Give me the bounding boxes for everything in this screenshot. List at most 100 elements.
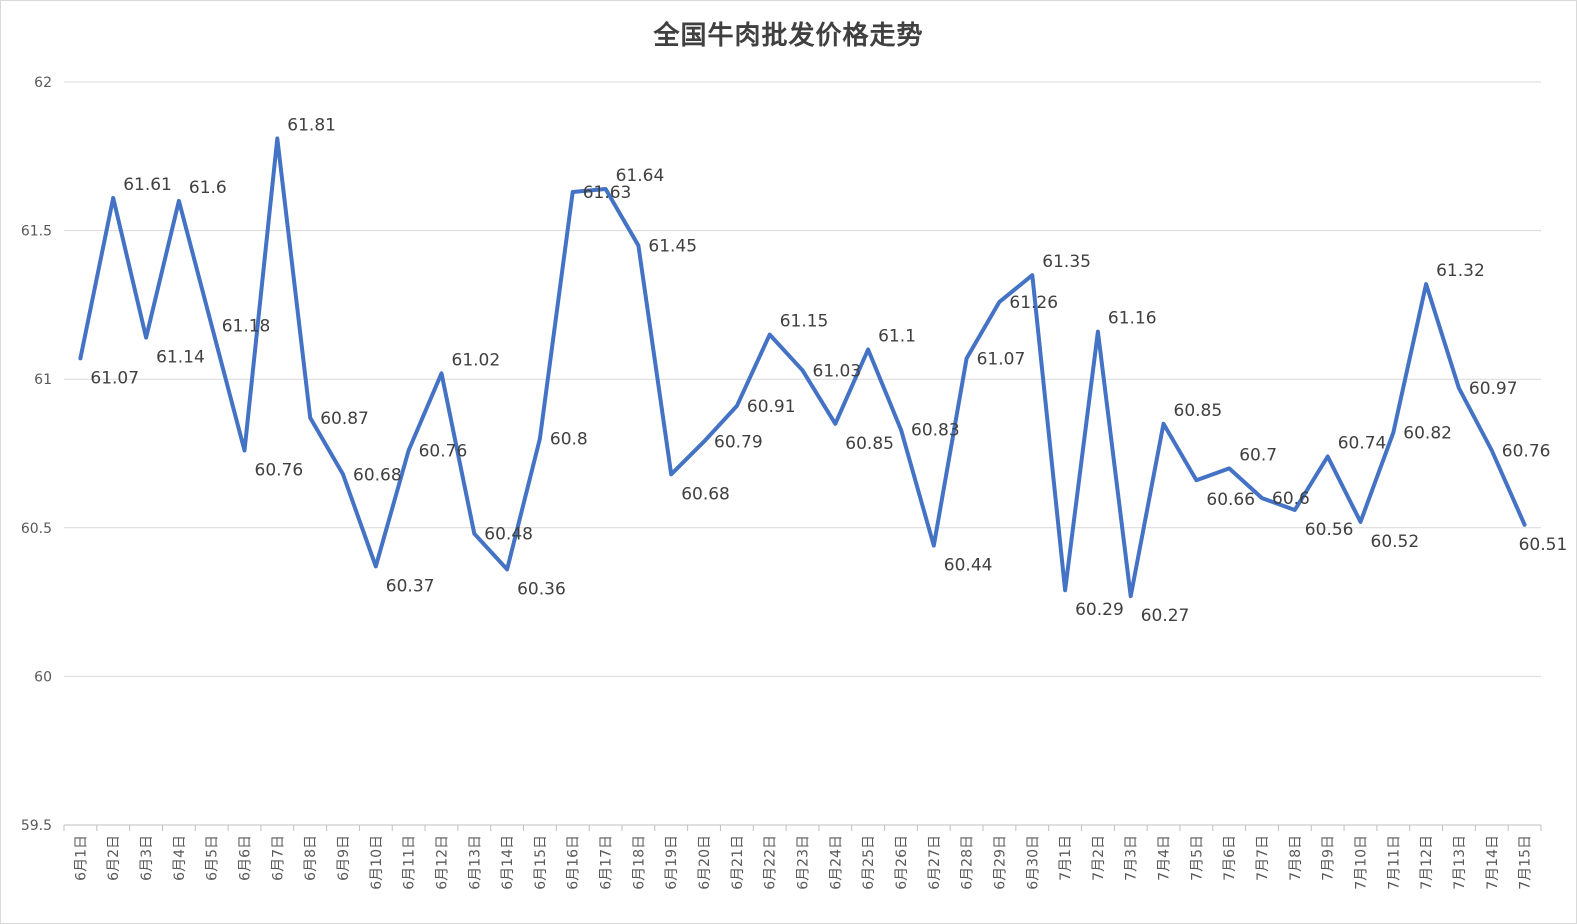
y-tick-label: 60.5	[21, 521, 52, 537]
x-tick-label: 7月2日	[1091, 835, 1107, 881]
data-label: 61.63	[583, 183, 632, 203]
x-tick-label: 7月5日	[1189, 835, 1205, 881]
x-tick-label: 6月14日	[500, 835, 516, 890]
data-label: 60.82	[1403, 424, 1452, 444]
x-tick-label: 6月8日	[303, 835, 319, 881]
data-label: 61.26	[1009, 293, 1058, 313]
data-label: 60.48	[484, 525, 533, 545]
x-tick-label: 6月7日	[270, 835, 286, 881]
x-tick-label: 6月12日	[434, 835, 450, 890]
data-label: 61.03	[813, 361, 862, 381]
data-label: 61.02	[452, 350, 501, 370]
data-label: 60.76	[255, 461, 304, 481]
data-label: 61.32	[1436, 261, 1485, 281]
y-tick-label: 61	[34, 372, 52, 388]
data-label: 61.61	[123, 175, 172, 195]
x-tick-label: 6月15日	[533, 835, 549, 890]
data-label: 61.6	[189, 178, 227, 198]
data-label: 61.18	[222, 317, 271, 337]
x-tick-label: 6月4日	[172, 835, 188, 881]
data-label: 60.52	[1371, 532, 1420, 552]
data-label: 60.79	[714, 433, 763, 453]
x-tick-label: 6月6日	[238, 835, 254, 881]
x-tick-label: 6月17日	[599, 835, 615, 890]
x-tick-label: 7月7日	[1255, 835, 1271, 881]
data-label: 61.45	[648, 237, 697, 257]
data-label: 60.74	[1338, 434, 1387, 454]
data-label: 60.7	[1239, 445, 1277, 465]
data-label: 60.51	[1519, 535, 1568, 555]
data-label: 60.8	[550, 430, 588, 450]
x-tick-label: 7月4日	[1157, 835, 1173, 881]
data-label: 60.87	[320, 409, 369, 429]
x-tick-label: 7月14日	[1485, 835, 1501, 890]
data-label: 60.76	[1502, 442, 1551, 462]
data-label: 61.07	[90, 368, 139, 388]
data-label: 61.14	[156, 348, 205, 368]
data-label: 60.68	[353, 465, 402, 485]
x-tick-label: 6月10日	[369, 835, 385, 890]
data-label: 61.1	[878, 327, 916, 347]
x-tick-label: 6月5日	[205, 835, 221, 881]
x-tick-label: 6月21日	[730, 835, 746, 890]
data-label: 60.76	[419, 442, 468, 462]
x-tick-label: 7月13日	[1452, 835, 1468, 890]
x-tick-label: 6月23日	[796, 835, 812, 890]
data-label: 60.85	[1174, 401, 1223, 421]
x-tick-label: 6月19日	[664, 835, 680, 890]
data-label: 61.64	[616, 166, 665, 186]
data-label: 60.83	[911, 421, 960, 441]
x-tick-label: 6月27日	[927, 835, 943, 890]
x-tick-label: 6月29日	[992, 835, 1008, 890]
axes	[63, 824, 1542, 831]
x-tick-label: 6月16日	[566, 835, 582, 890]
x-tick-label: 7月8日	[1288, 835, 1304, 881]
data-label: 60.6	[1272, 489, 1310, 509]
price-series	[78, 136, 1527, 599]
y-tick-label: 60	[34, 669, 52, 685]
x-tick-label: 6月13日	[467, 835, 483, 890]
data-labels: 61.07 61.61 61.14 61.6 61.18 60.76 61.81 60.87 6…	[90, 116, 1567, 627]
data-label: 60.66	[1206, 490, 1255, 510]
x-tick-label: 6月1日	[73, 835, 89, 881]
x-tick-label: 7月11日	[1386, 835, 1402, 890]
data-label: 60.68	[681, 484, 730, 504]
data-label: 60.97	[1469, 379, 1518, 399]
grid-lines	[64, 81, 1541, 677]
price-line	[78, 136, 1527, 599]
x-tick-label: 6月28日	[960, 835, 976, 890]
x-tick-label: 6月18日	[631, 835, 647, 890]
y-tick-label: 62	[34, 75, 52, 91]
x-tick-label: 6月11日	[402, 835, 418, 890]
data-label: 61.16	[1108, 309, 1157, 329]
data-label: 60.91	[747, 397, 796, 417]
x-tick-label: 7月10日	[1353, 835, 1369, 890]
x-tick-label: 7月9日	[1321, 835, 1337, 881]
data-label: 60.85	[845, 434, 894, 454]
chart-title: 全国牛肉批发价格走势	[653, 21, 924, 51]
x-tick-label: 7月1日	[1058, 835, 1074, 881]
data-label: 60.37	[386, 576, 435, 596]
x-tick-label: 6月2日	[106, 835, 122, 881]
data-label: 61.35	[1042, 252, 1091, 272]
data-label: 60.56	[1305, 520, 1354, 540]
x-tick-label: 6月24日	[828, 835, 844, 890]
x-tick-label: 6月9日	[336, 835, 352, 881]
x-tick-label: 7月6日	[1222, 835, 1238, 881]
x-tick-label: 7月12日	[1419, 835, 1435, 890]
x-tick-label: 6月25日	[861, 835, 877, 890]
data-label: 60.27	[1141, 606, 1190, 626]
data-label: 61.07	[977, 349, 1026, 369]
x-tick-label: 7月3日	[1124, 835, 1140, 881]
data-label: 61.15	[780, 312, 829, 332]
x-tick-label: 7月15日	[1518, 835, 1534, 890]
data-label: 60.29	[1075, 600, 1124, 620]
x-tick-label: 6月3日	[139, 835, 155, 881]
data-label: 61.81	[287, 116, 336, 136]
y-tick-labels: 59.5 60 60.5 61 61.5 62	[21, 75, 52, 834]
x-tick-label: 6月30日	[1025, 835, 1041, 890]
x-tick-label: 6月22日	[763, 835, 779, 890]
x-tick-labels: 6月1日 6月2日 6月3日 6月4日 6月5日 6月6日 6月7日 6月8日 6月9日 6月10…	[73, 835, 1533, 890]
